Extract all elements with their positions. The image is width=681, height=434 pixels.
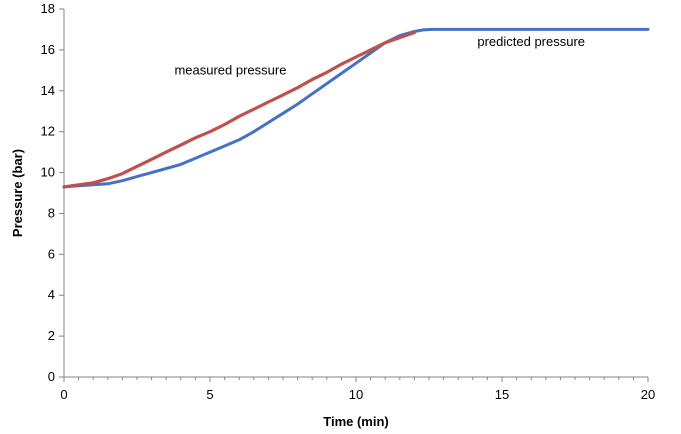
series-group — [62, 27, 650, 189]
x-tick-label: 20 — [641, 387, 655, 402]
y-tick-label: 16 — [41, 42, 55, 57]
x-tick-label: 5 — [206, 387, 213, 402]
x-tick-label: 0 — [60, 387, 67, 402]
predicted-pressure-annotation: predicted pressure — [477, 34, 585, 49]
x-axis-title: Time (min) — [323, 414, 389, 429]
annotations: measured pressure predicted pressure — [174, 34, 585, 78]
y-tick-label: 12 — [41, 124, 55, 139]
y-tick-label: 0 — [48, 369, 55, 384]
y-tick-label: 14 — [41, 83, 55, 98]
measured-pressure-line — [62, 30, 416, 189]
predicted-pressure-line — [62, 27, 650, 189]
y-tick-label: 6 — [48, 246, 55, 261]
measured-pressure-annotation: measured pressure — [174, 62, 286, 77]
y-tick-label: 2 — [48, 328, 55, 343]
y-tick-label: 4 — [48, 287, 55, 302]
x-tick-label: 10 — [349, 387, 363, 402]
ticks: 0 2 4 6 8 10 12 14 16 18 0 5 10 15 20 — [41, 1, 656, 402]
x-tick-label: 15 — [495, 387, 509, 402]
y-tick-label: 18 — [41, 1, 55, 16]
y-tick-label: 10 — [41, 165, 55, 180]
y-tick-label: 8 — [48, 205, 55, 220]
y-axis-title: Pressure (bar) — [10, 149, 25, 237]
